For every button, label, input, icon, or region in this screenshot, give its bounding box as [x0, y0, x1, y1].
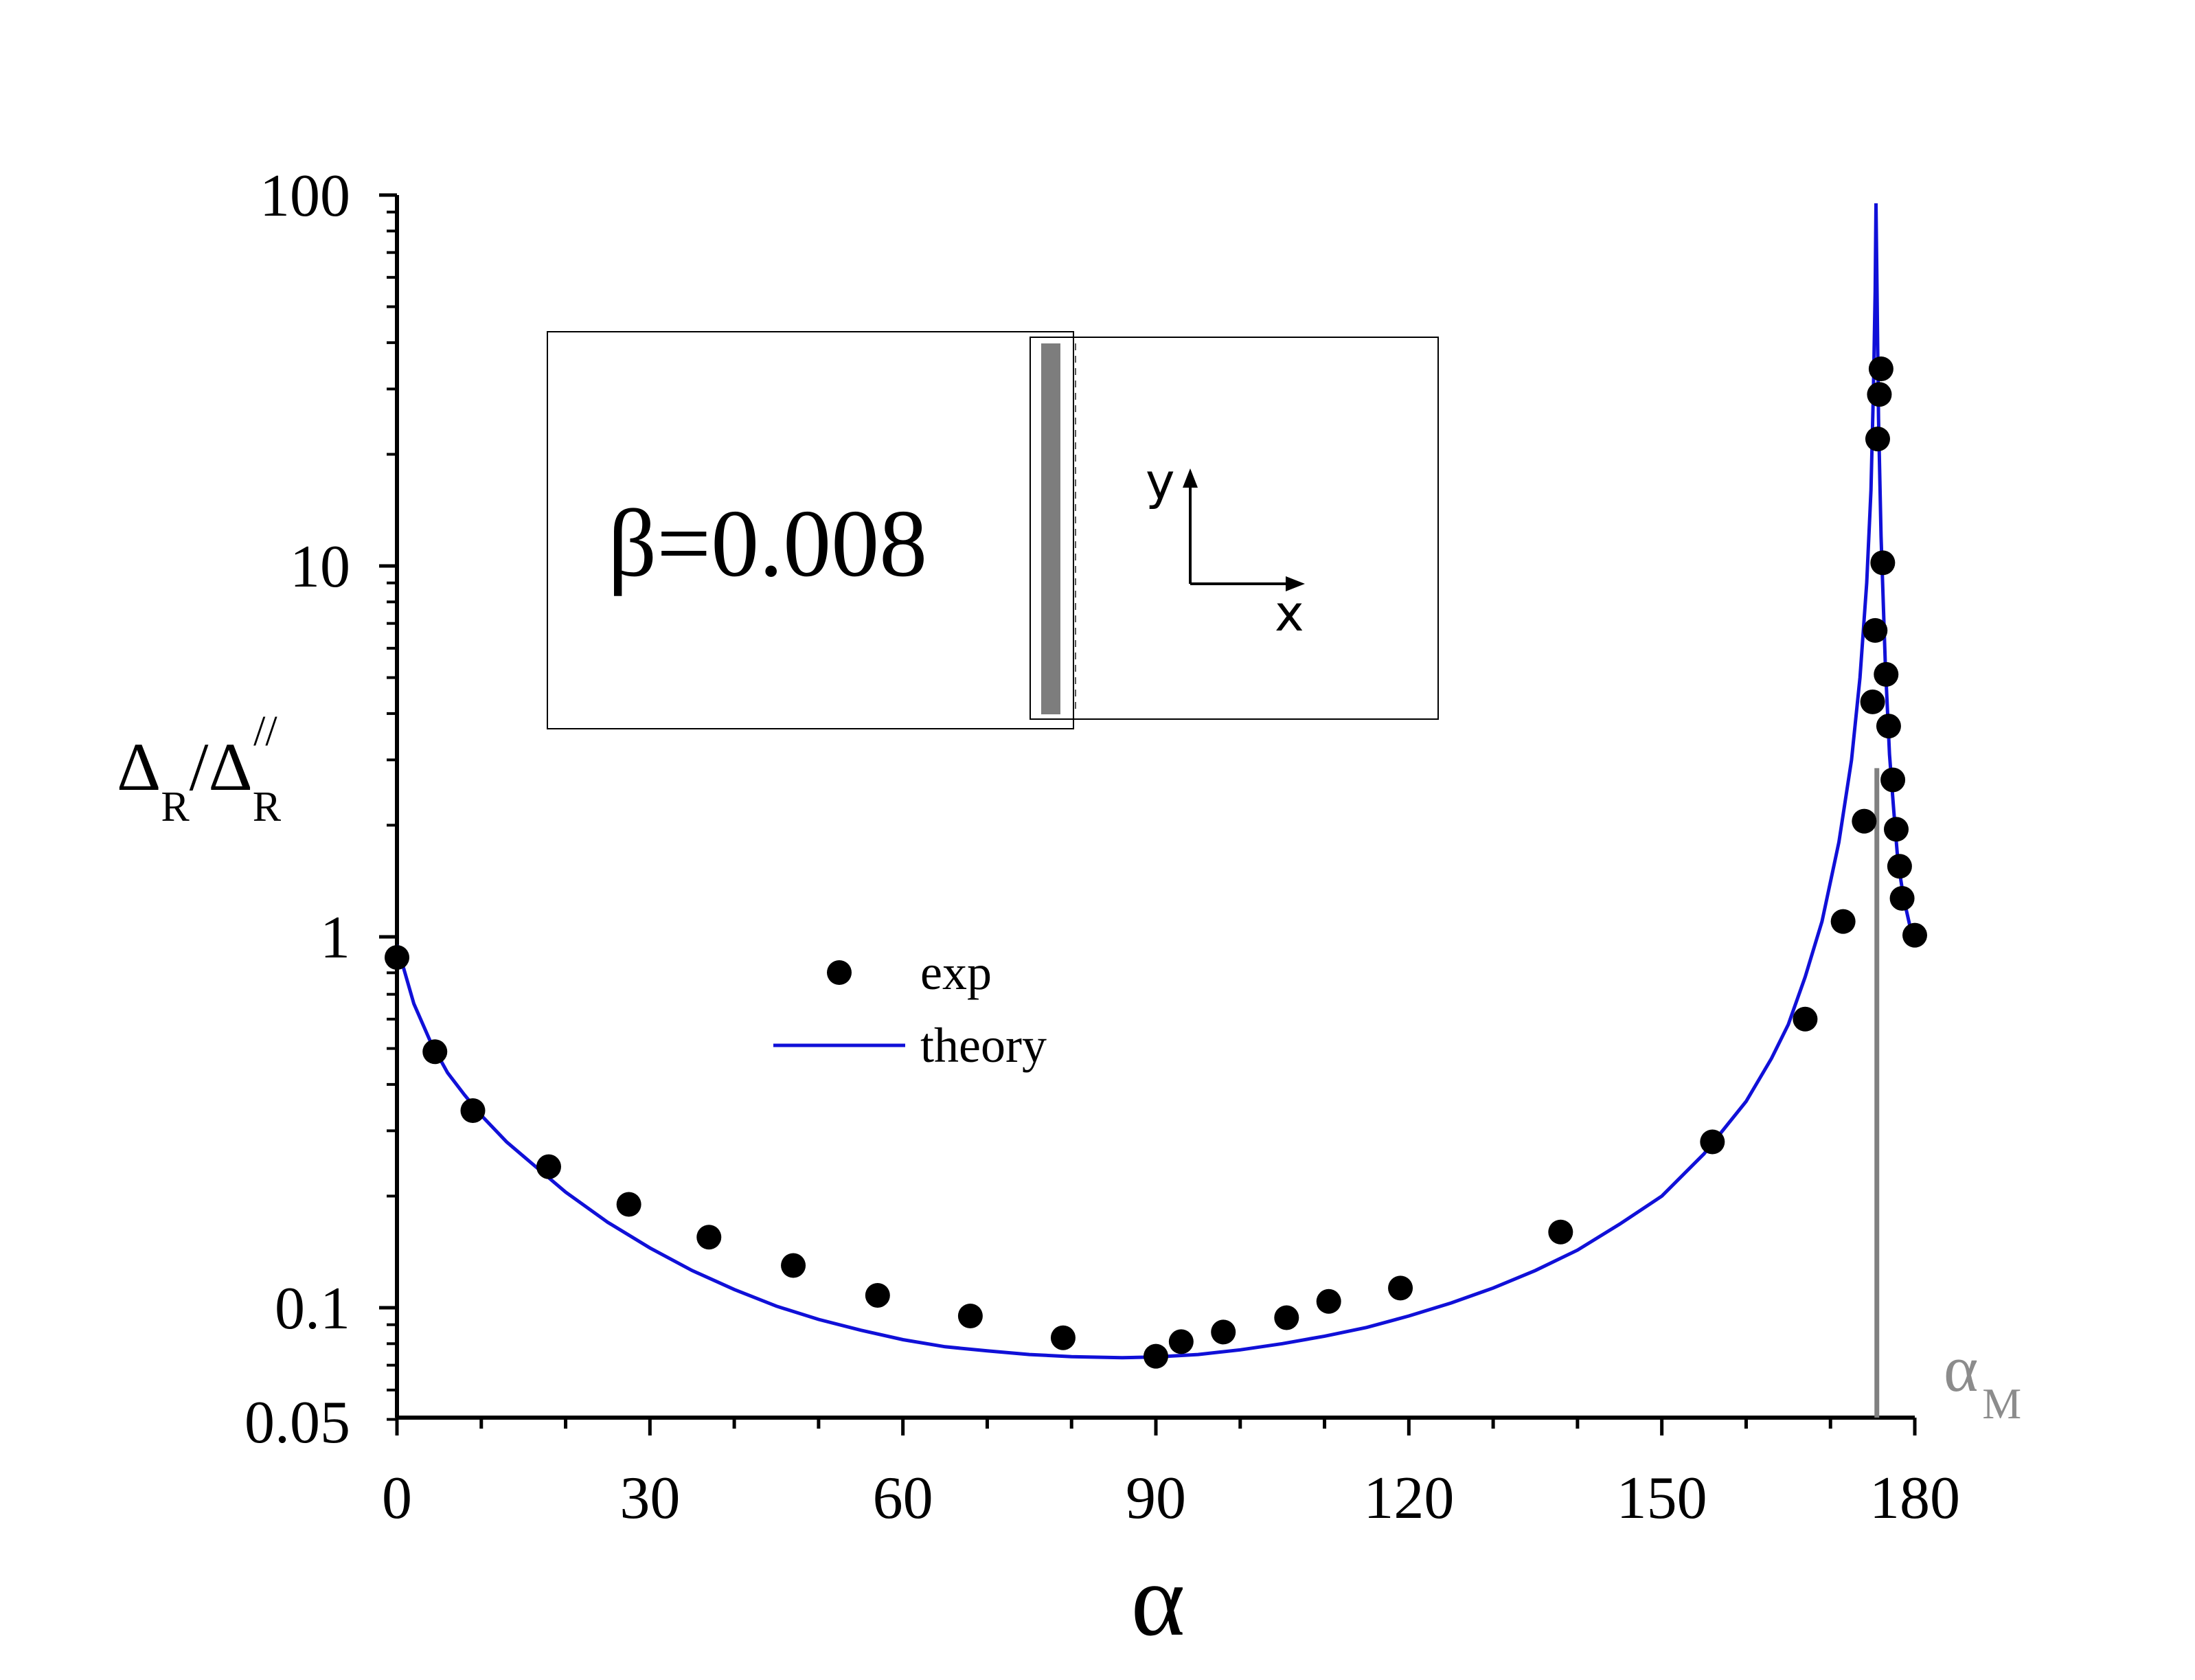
alpha-m-sub: M — [1982, 1379, 2021, 1428]
coord-y-arrowhead — [1183, 468, 1198, 488]
exp-point — [385, 944, 409, 970]
exp-point — [1887, 854, 1912, 879]
y-axis-title-num: Δ — [117, 729, 161, 805]
exp-point — [1388, 1275, 1413, 1301]
legend-theory-label: theory — [920, 1018, 1047, 1073]
exp-point — [616, 1192, 641, 1217]
exp-points — [385, 356, 1927, 1369]
x-tick-label: 0 — [382, 1465, 412, 1532]
exp-point — [1700, 1129, 1725, 1155]
exp-point — [1211, 1319, 1236, 1345]
exp-point — [957, 1304, 983, 1329]
inset-beta-label: β=0.008 — [608, 490, 927, 597]
y-axis-title-num-sub: R — [161, 784, 190, 830]
exp-point — [1867, 382, 1892, 407]
x-tick-label: 30 — [619, 1465, 680, 1532]
exp-point — [1868, 356, 1893, 382]
exp-point — [1889, 885, 1915, 911]
inset-diagram: β=0.008 y x — [547, 331, 1439, 729]
exp-point — [1863, 617, 1888, 643]
exp-point — [1168, 1329, 1194, 1354]
y-tick-label: 0.05 — [244, 1389, 350, 1456]
x-axis-title: α — [1131, 1543, 1185, 1657]
legend-exp-label: exp — [920, 945, 992, 1000]
exp-point — [536, 1154, 561, 1179]
inset-left-box — [547, 331, 1074, 729]
exp-point — [1274, 1305, 1299, 1330]
plot-area — [385, 203, 1927, 1369]
exp-point — [1793, 1006, 1818, 1032]
exp-point — [460, 1098, 486, 1124]
y-tick-labels: 0.05 0.1 1 10 100 — [244, 163, 350, 1456]
alpha-m-label: αM — [1944, 1332, 2021, 1428]
y-axis-title-den: Δ — [208, 729, 252, 805]
exp-point — [1548, 1219, 1573, 1245]
coord-x-arrowhead — [1286, 576, 1305, 591]
x-ticks — [395, 1418, 1917, 1435]
y-axis-title: ΔR/ΔR// — [117, 708, 282, 830]
exp-point — [1870, 550, 1896, 576]
y-axis-title-den-sub: R — [253, 784, 282, 830]
coord-y-label: y — [1146, 453, 1175, 510]
legend-exp-marker — [827, 960, 852, 985]
y-tick-label: 1 — [320, 905, 350, 971]
alpha-m-main: α — [1944, 1332, 1978, 1405]
alpha-m-marker: αM — [1874, 768, 2021, 1428]
exp-point — [1144, 1343, 1168, 1369]
exp-point — [1830, 909, 1856, 934]
legend: exp theory — [773, 945, 1047, 1073]
inset-gray-bar — [1041, 343, 1060, 714]
x-tick-label: 60 — [873, 1465, 933, 1532]
y-tick-label: 100 — [260, 163, 350, 229]
exp-point — [1880, 767, 1906, 793]
x-tick-label: 90 — [1126, 1465, 1186, 1532]
x-tick-label: 120 — [1363, 1465, 1454, 1532]
exp-point — [1883, 817, 1909, 842]
y-ticks — [379, 193, 397, 1421]
x-tick-label: 150 — [1617, 1465, 1707, 1532]
y-axis-title-den-sup: // — [253, 708, 277, 755]
exp-point — [1316, 1289, 1341, 1314]
x-tick-labels: 0 30 60 90 120 150 180 — [382, 1465, 1960, 1532]
coord-x-label: x — [1275, 584, 1304, 642]
exp-point — [1860, 689, 1885, 714]
exp-point — [781, 1253, 806, 1278]
exp-point — [422, 1039, 448, 1065]
exp-point — [1852, 808, 1877, 834]
exp-point — [1865, 427, 1890, 452]
x-tick-label: 180 — [1869, 1465, 1960, 1532]
inset-right-box — [1030, 337, 1439, 720]
exp-point — [865, 1282, 890, 1308]
y-axis-title-slash: / — [190, 729, 209, 805]
exp-point — [696, 1225, 722, 1250]
y-tick-label: 0.1 — [275, 1275, 350, 1342]
exp-point — [1050, 1325, 1076, 1350]
theory-line — [395, 203, 1917, 1360]
axes: 0 30 60 90 120 150 180 0.05 0.1 1 10 100 — [244, 163, 1960, 1532]
y-tick-label: 10 — [290, 534, 350, 600]
exp-point — [1902, 922, 1927, 948]
exp-point — [1874, 661, 1899, 687]
exp-point — [1876, 714, 1901, 739]
